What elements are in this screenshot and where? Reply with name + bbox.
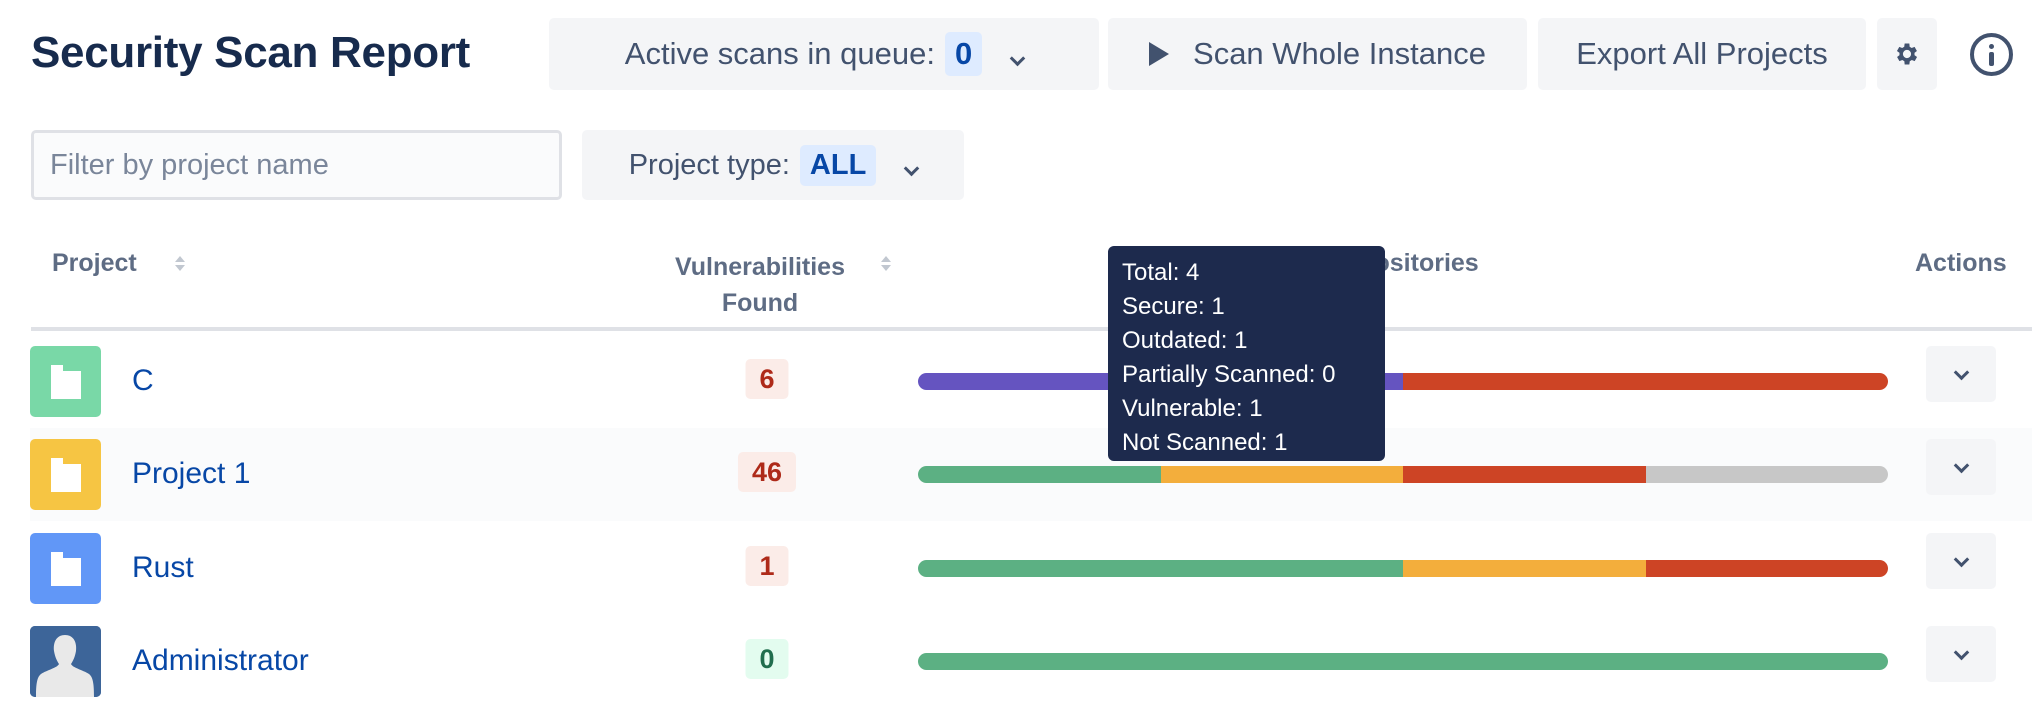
tooltip-partially-scanned: Partially Scanned: 0 — [1122, 361, 1336, 388]
settings-button[interactable] — [1877, 18, 1937, 90]
project-name-link[interactable]: C — [132, 364, 154, 397]
row-actions-button[interactable] — [1926, 346, 1996, 402]
folder-icon — [30, 346, 101, 417]
active-scans-count: 0 — [944, 32, 983, 76]
info-icon[interactable] — [1970, 33, 2013, 76]
column-header-vulnerabilities-line2: Found — [721, 289, 799, 317]
repositories-status-bar[interactable] — [918, 653, 1888, 670]
repositories-tooltip: Total: 4 Secure: 1 Outdated: 1 Partially… — [1108, 246, 1385, 461]
project-type-label: Project type: — [628, 148, 790, 181]
export-all-projects-label: Export All Projects — [1576, 36, 1828, 71]
bar-segment-vulnerable[interactable] — [1403, 466, 1646, 483]
bar-segment-vulnerable[interactable] — [1645, 560, 1888, 577]
row-actions-button[interactable] — [1926, 626, 1996, 682]
table-row: Administrator 0 — [30, 615, 2032, 708]
tooltip-outdated: Outdated: 1 — [1122, 327, 1248, 354]
bar-segment-secure[interactable] — [918, 653, 1888, 670]
project-name-filter-input[interactable] — [31, 130, 562, 200]
chevron-down-icon — [904, 149, 920, 182]
project-name-link[interactable]: Project 1 — [132, 457, 251, 490]
folder-icon — [30, 439, 101, 510]
repositories-status-bar[interactable] — [918, 373, 1888, 390]
vulnerability-count-badge: 0 — [745, 639, 789, 679]
active-scans-dropdown[interactable]: Active scans in queue: 0 — [549, 18, 1099, 90]
tooltip-total: Total: 4 — [1122, 259, 1200, 286]
column-header-actions: Actions — [1915, 249, 2007, 277]
chevron-down-icon — [1953, 364, 1969, 383]
export-all-projects-button[interactable]: Export All Projects — [1538, 18, 1866, 90]
tooltip-secure: Secure: 1 — [1122, 293, 1225, 320]
table-row: C 6 — [30, 335, 2032, 428]
table-row: Project 1 46 — [30, 428, 2032, 521]
row-actions-button[interactable] — [1926, 439, 1996, 495]
active-scans-label: Active scans in queue: — [624, 36, 935, 71]
vulnerability-count-badge: 1 — [745, 546, 789, 586]
header-divider — [31, 327, 2032, 331]
bar-segment-vulnerable[interactable] — [1403, 373, 1888, 390]
row-actions-button[interactable] — [1926, 533, 1996, 589]
column-header-vulnerabilities-line1: Vulnerabilities — [675, 253, 845, 281]
chevron-down-icon — [1953, 644, 1969, 663]
chevron-down-icon — [1953, 457, 1969, 476]
project-name-link[interactable]: Administrator — [132, 644, 309, 677]
table-row: Rust 1 — [30, 522, 2032, 615]
bar-segment-not-scanned[interactable] — [1645, 466, 1888, 483]
scan-whole-instance-label: Scan Whole Instance — [1193, 36, 1486, 71]
bar-segment-secure[interactable] — [918, 560, 1403, 577]
tooltip-not-scanned: Not Scanned: 1 — [1122, 429, 1288, 456]
project-type-value: ALL — [799, 144, 877, 186]
chevron-down-icon — [1953, 551, 1969, 570]
scan-whole-instance-button[interactable]: Scan Whole Instance — [1108, 18, 1527, 90]
bar-segment-outdated[interactable] — [1160, 466, 1403, 483]
bar-segment-outdated[interactable] — [1403, 560, 1646, 577]
bar-segment-secure[interactable] — [918, 466, 1161, 483]
tooltip-vulnerable: Vulnerable: 1 — [1122, 395, 1263, 422]
repositories-status-bar[interactable] — [918, 466, 1888, 483]
project-type-dropdown[interactable]: Project type: ALL — [582, 130, 964, 200]
chevron-down-icon — [1009, 36, 1026, 72]
vulnerability-count-badge: 6 — [745, 359, 789, 399]
play-icon — [1149, 42, 1170, 66]
project-name-link[interactable]: Rust — [132, 551, 194, 584]
page-title: Security Scan Report — [31, 28, 471, 77]
gear-icon — [1896, 43, 1918, 65]
column-header-vulnerabilities[interactable]: Vulnerabilities Found — [630, 249, 890, 321]
vulnerability-count-badge: 46 — [737, 452, 797, 492]
user-avatar-icon — [30, 626, 101, 697]
repositories-status-bar[interactable] — [918, 560, 1888, 577]
folder-icon — [30, 533, 101, 604]
column-header-project[interactable]: Project — [52, 249, 137, 277]
